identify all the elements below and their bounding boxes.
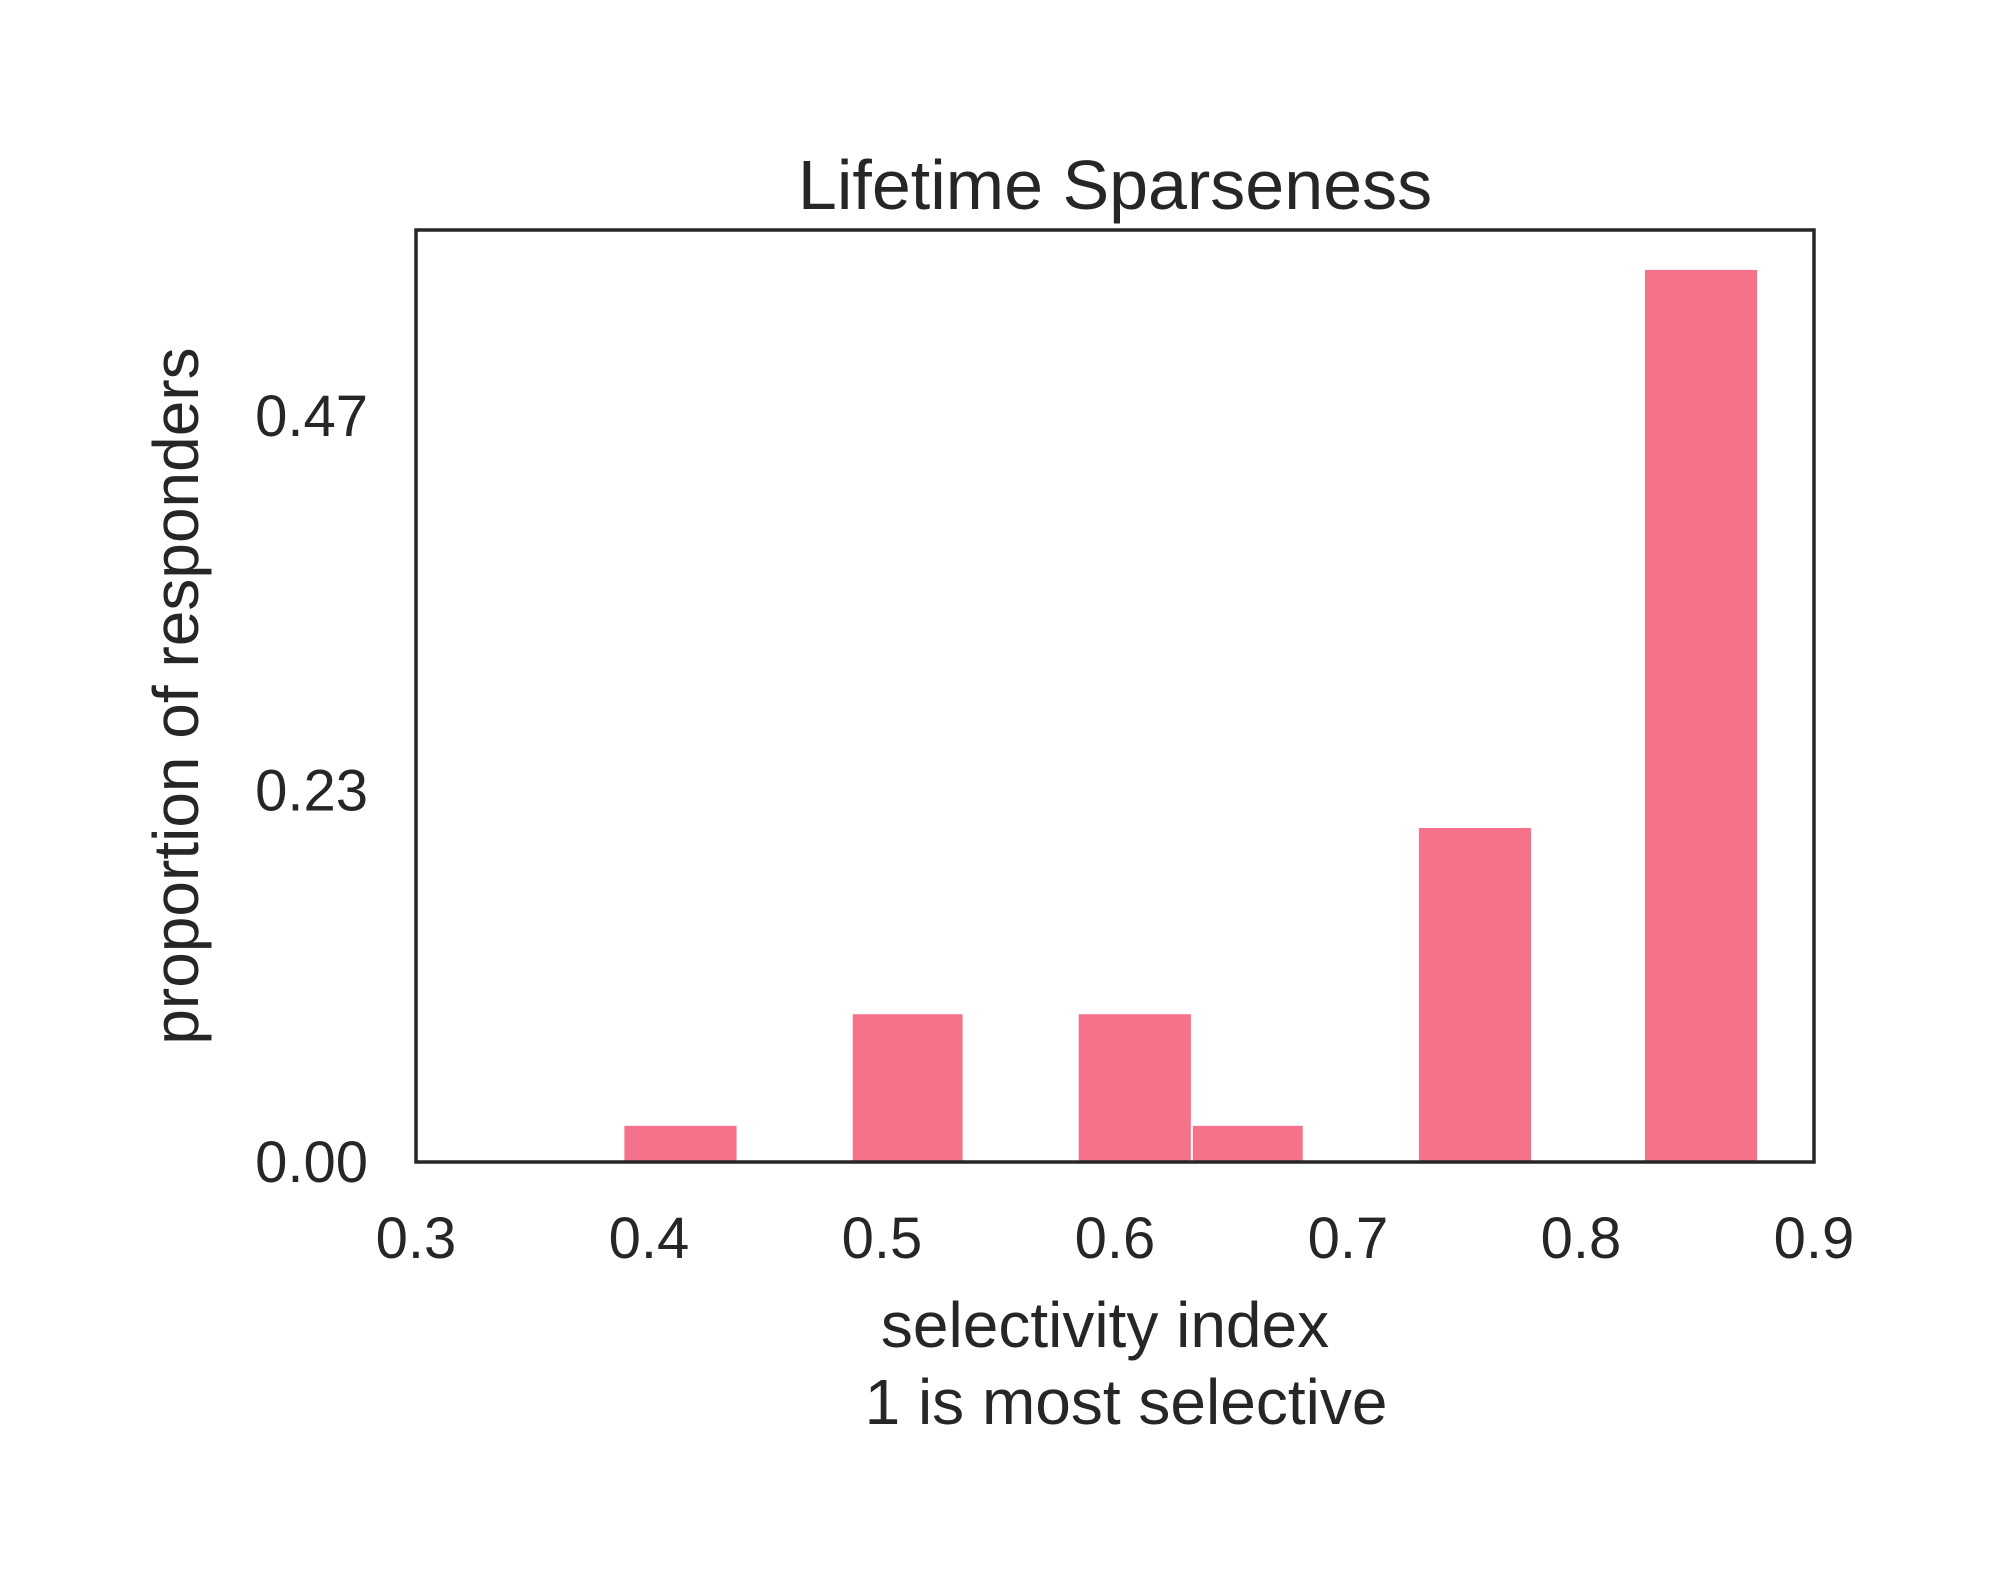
x-tick-label: 0.5 [842, 1206, 923, 1271]
chart-title: Lifetime Sparseness [798, 146, 1432, 224]
y-axis-label: proportion of responders [140, 347, 212, 1044]
x-tick-label: 0.7 [1308, 1206, 1389, 1271]
y-tick-label: 0.00 [255, 1130, 368, 1195]
y-tick-label: 0.47 [255, 384, 368, 449]
x-axis-label-line2: 1 is most selective [865, 1366, 1388, 1438]
x-tick-label: 0.4 [609, 1206, 690, 1271]
histogram-bar-5 [1190, 1123, 1305, 1164]
histogram-bar-9 [1642, 267, 1760, 1163]
x-tick-label: 0.8 [1541, 1206, 1622, 1271]
y-tick-label: 0.23 [255, 758, 368, 823]
x-axis-label: selectivity index [881, 1289, 1329, 1361]
histogram-bar-4 [1076, 1012, 1193, 1163]
y-tick-labels: 0.00 0.23 0.47 [255, 384, 368, 1195]
histogram-bar-2 [850, 1012, 965, 1163]
x-tick-labels: 0.3 0.4 0.5 0.6 0.7 0.8 0.9 [376, 1206, 1855, 1271]
histogram-bar-0 [622, 1123, 739, 1164]
x-tick-label: 0.9 [1774, 1206, 1855, 1271]
plot-frame [414, 228, 1816, 1164]
histogram-bar-7 [1416, 825, 1534, 1164]
x-tick-label: 0.6 [1075, 1206, 1156, 1271]
x-tick-label: 0.3 [376, 1206, 457, 1271]
bars-group [622, 267, 1760, 1164]
